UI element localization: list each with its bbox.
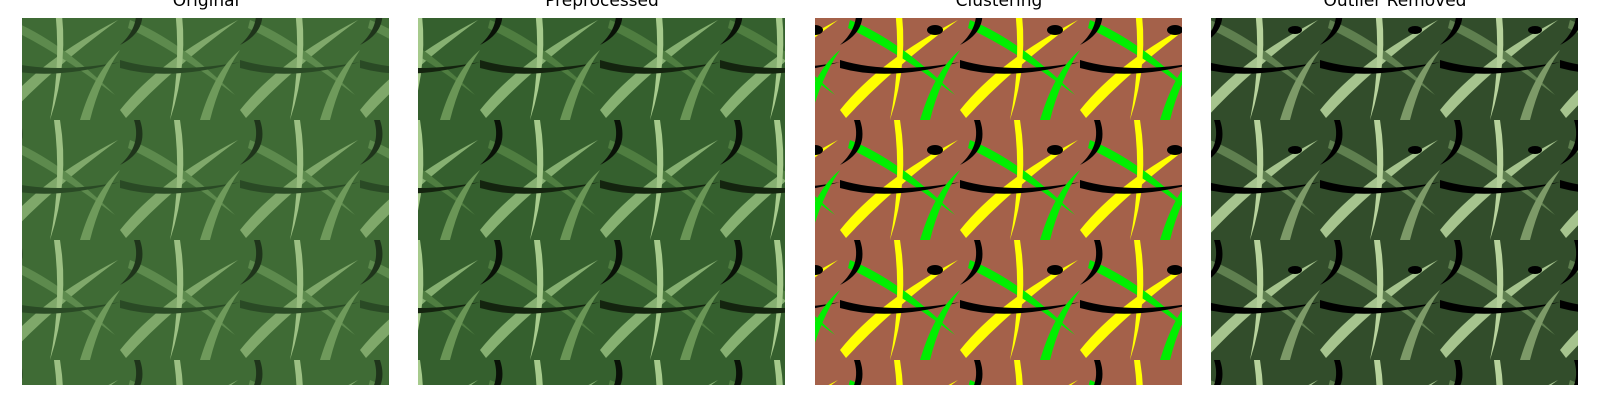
image [418,18,785,385]
panel-title: Outlier Removed [1324,0,1467,11]
image [22,18,389,385]
image [1211,18,1578,385]
panel: Preprocessed [418,0,785,385]
panel-title: Clustering [956,0,1043,11]
image [815,18,1182,385]
panel-title: Preprocessed [545,0,659,11]
panel: Original [22,0,389,385]
panel: Clustering [815,0,1182,385]
panel: Outlier Removed [1211,0,1578,385]
panel-title: Original [173,0,240,11]
